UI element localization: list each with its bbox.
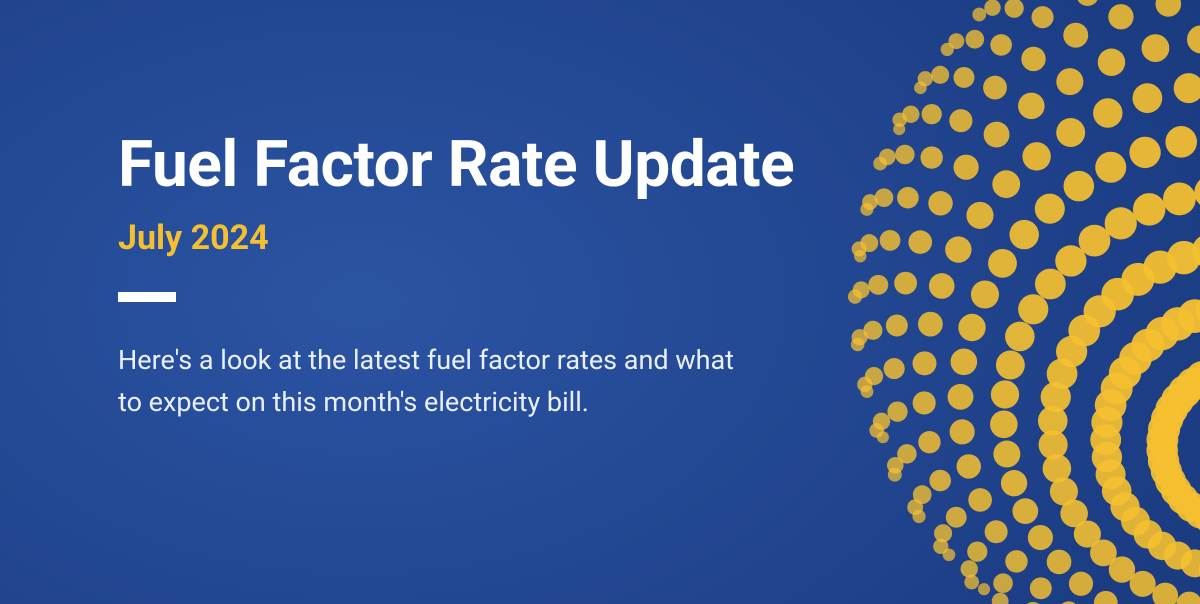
divider (118, 292, 176, 302)
banner-subtitle: July 2024 (118, 218, 838, 258)
banner-body: Here's a look at the latest fuel factor … (118, 340, 758, 424)
content-block: Fuel Factor Rate Update July 2024 Here's… (118, 130, 838, 424)
banner: Fuel Factor Rate Update July 2024 Here's… (0, 0, 1200, 604)
banner-title: Fuel Factor Rate Update (118, 130, 838, 200)
